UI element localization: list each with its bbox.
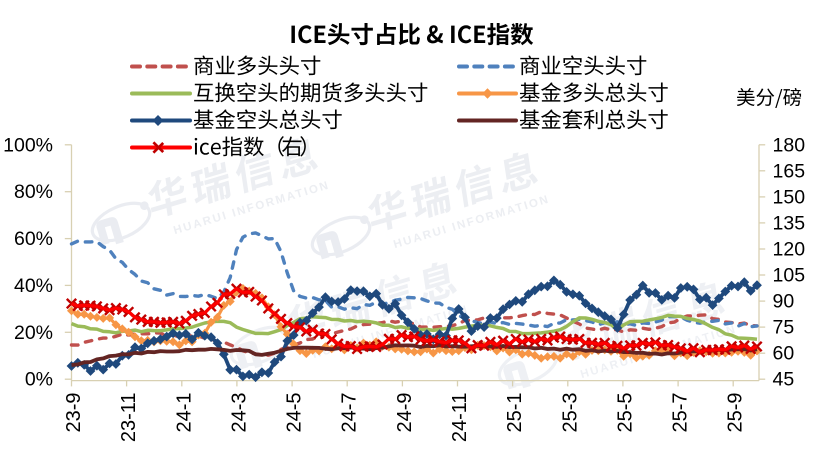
svg-text:135: 135	[773, 212, 806, 234]
svg-text:23-9: 23-9	[63, 393, 85, 433]
svg-text:80%: 80%	[14, 181, 53, 203]
svg-text:23-11: 23-11	[118, 393, 140, 443]
svg-text:25-1: 25-1	[504, 393, 526, 433]
svg-text:100%: 100%	[3, 134, 53, 156]
svg-text:75: 75	[773, 317, 795, 339]
svg-text:105: 105	[773, 265, 806, 287]
svg-text:150: 150	[773, 186, 806, 208]
svg-text:40%: 40%	[14, 275, 53, 297]
svg-text:60: 60	[773, 343, 795, 365]
svg-text:60%: 60%	[14, 228, 53, 250]
svg-text:90: 90	[773, 291, 795, 313]
svg-text:120: 120	[773, 239, 806, 261]
svg-text:45: 45	[773, 369, 795, 391]
svg-text:24-5: 24-5	[284, 393, 306, 433]
svg-text:24-9: 24-9	[394, 393, 416, 433]
svg-text:165: 165	[773, 160, 806, 182]
svg-text:25-5: 25-5	[614, 393, 636, 433]
svg-text:24-1: 24-1	[173, 393, 195, 433]
svg-text:24-11: 24-11	[449, 393, 471, 443]
svg-text:0%: 0%	[25, 369, 53, 391]
svg-text:25-7: 25-7	[670, 393, 692, 433]
svg-text:24-7: 24-7	[339, 393, 361, 433]
svg-text:25-3: 25-3	[559, 393, 581, 433]
svg-text:20%: 20%	[14, 322, 53, 344]
svg-text:180: 180	[773, 134, 806, 156]
svg-text:25-9: 25-9	[725, 393, 747, 433]
svg-text:24-3: 24-3	[228, 393, 250, 433]
